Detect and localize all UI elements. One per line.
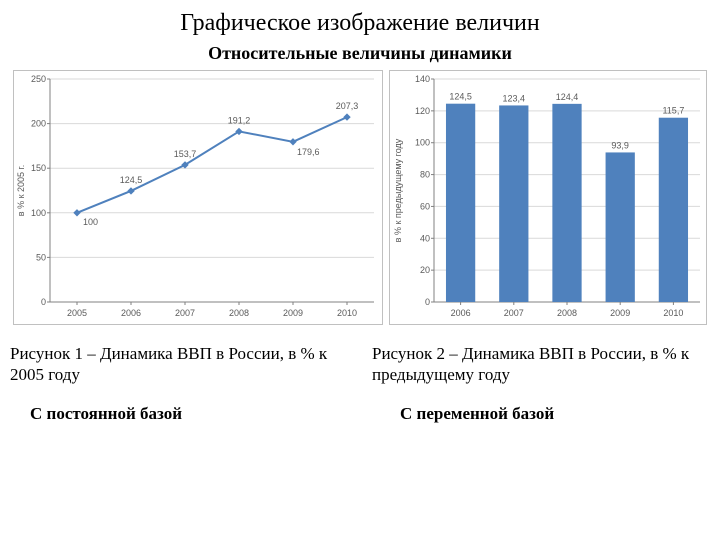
captions-row: Рисунок 1 – Динамика ВВП в России, в % к… <box>0 325 720 390</box>
svg-text:100: 100 <box>415 138 430 148</box>
svg-text:115,7: 115,7 <box>662 106 684 116</box>
svg-text:124,5: 124,5 <box>449 92 472 102</box>
svg-text:2007: 2007 <box>175 308 195 318</box>
svg-text:100: 100 <box>83 217 98 227</box>
base-label-2: С переменной базой <box>330 404 700 424</box>
charts-row: в % к 2005 г.050100150200250200520062007… <box>0 70 720 325</box>
svg-text:124,5: 124,5 <box>120 175 143 185</box>
svg-text:20: 20 <box>420 265 430 275</box>
bases-row: С постоянной базой С переменной базой <box>0 390 720 424</box>
svg-text:2010: 2010 <box>663 308 683 318</box>
svg-text:150: 150 <box>31 163 46 173</box>
svg-text:2010: 2010 <box>337 308 357 318</box>
svg-text:250: 250 <box>31 74 46 84</box>
svg-text:2005: 2005 <box>67 308 87 318</box>
line-chart-panel: в % к 2005 г. 0 50 100 150 200 250 2005 2006 2007… <box>13 70 383 325</box>
svg-text:2009: 2009 <box>283 308 303 318</box>
subtitle: Относительные величины динамики <box>0 43 720 70</box>
svg-text:40: 40 <box>420 233 430 243</box>
svg-text:179,6: 179,6 <box>297 147 320 157</box>
svg-text:153,7: 153,7 <box>174 149 197 159</box>
svg-text:2009: 2009 <box>610 308 630 318</box>
main-title: Графическое изображение величин <box>0 0 720 43</box>
svg-text:93,9: 93,9 <box>611 140 629 150</box>
svg-text:2006: 2006 <box>451 308 471 318</box>
svg-text:в % к предыдущему году: в % к предыдущему году <box>393 138 403 242</box>
svg-text:60: 60 <box>420 201 430 211</box>
svg-text:2006: 2006 <box>121 308 141 318</box>
caption-1: Рисунок 1 – Динамика ВВП в России, в % к… <box>10 343 348 386</box>
svg-text:100: 100 <box>31 208 46 218</box>
svg-text:2007: 2007 <box>504 308 524 318</box>
svg-text:140: 140 <box>415 74 430 84</box>
svg-text:0: 0 <box>425 297 430 307</box>
svg-text:2008: 2008 <box>229 308 249 318</box>
svg-text:2008: 2008 <box>557 308 577 318</box>
base-label-1: С постоянной базой <box>30 404 330 424</box>
svg-text:0: 0 <box>41 297 46 307</box>
svg-text:80: 80 <box>420 170 430 180</box>
svg-text:120: 120 <box>415 106 430 116</box>
svg-text:123,4: 123,4 <box>503 93 526 103</box>
caption-2: Рисунок 2 – Динамика ВВП в России, в % к… <box>348 343 710 386</box>
svg-text:207,3: 207,3 <box>336 101 359 111</box>
svg-text:50: 50 <box>36 252 46 262</box>
svg-text:в % к 2005 г.: в % к 2005 г. <box>16 165 26 216</box>
bar-chart-panel: в % к предыдущему году 0 20 40 60 80 100 120 140… <box>389 70 707 325</box>
svg-text:191,2: 191,2 <box>228 115 251 125</box>
svg-text:200: 200 <box>31 119 46 129</box>
svg-text:124,4: 124,4 <box>556 92 579 102</box>
